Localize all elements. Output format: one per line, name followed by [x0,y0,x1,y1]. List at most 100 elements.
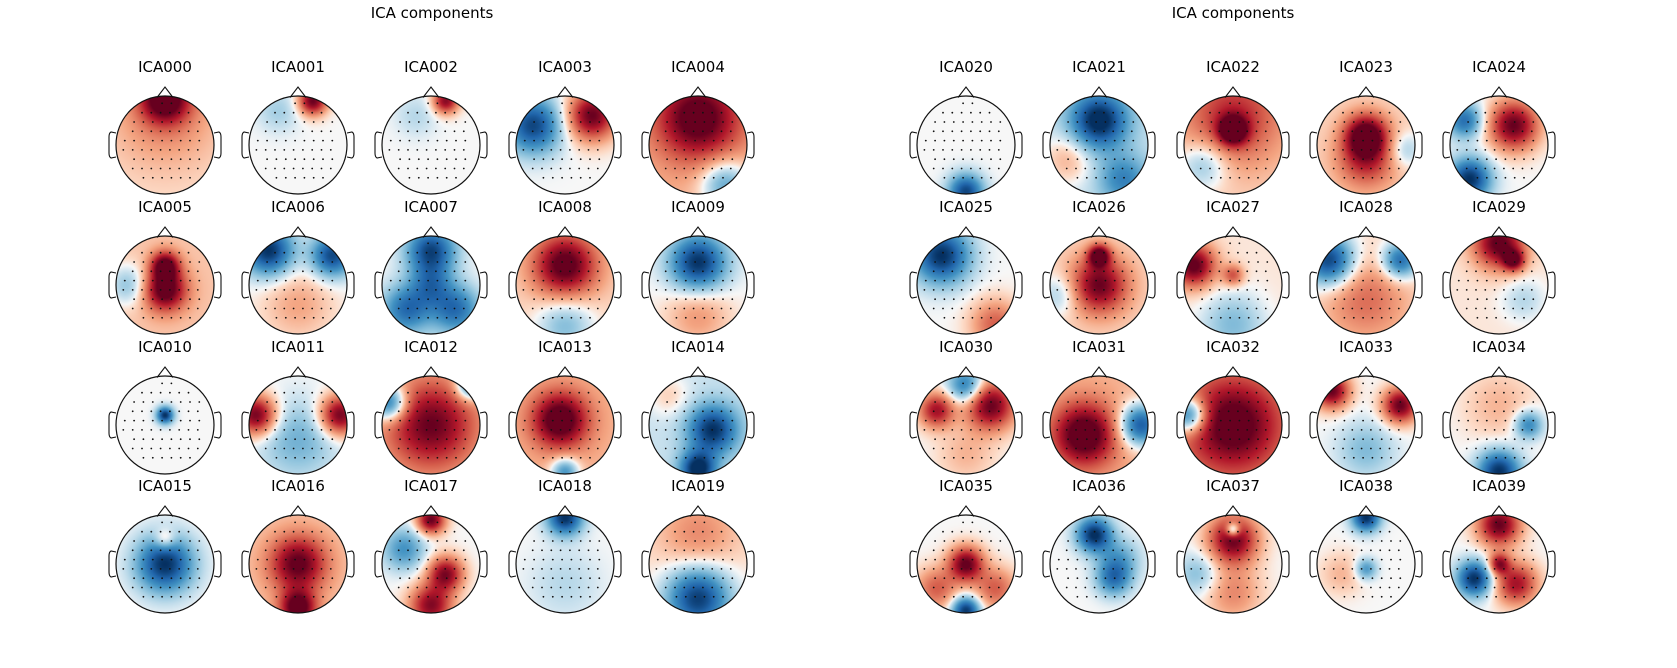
sensor-dot [1123,540,1125,542]
sensor-dot [1504,158,1507,161]
sensor-dot [1229,401,1231,403]
sensor-dot [1132,558,1135,561]
sensor-dot [198,401,201,403]
sensor-dot [711,391,714,394]
head-outline [1316,95,1416,195]
sensor-dot [331,279,334,282]
sensor-dot [294,456,296,459]
sensor-dot [1246,429,1249,431]
sensor-dot [1191,139,1194,142]
sensor-dots [1056,242,1135,319]
sensor-dot [198,139,201,142]
topomap-label: ICA027 [1206,198,1260,216]
sensor-dot [407,251,409,254]
sensor-dot [170,279,173,282]
sensor-dot [436,261,439,263]
sensor-dot [561,316,563,319]
sensor-dot [397,307,400,310]
sensor-dot [551,419,554,422]
sensor-dot [674,130,676,133]
sensor-dot [542,298,545,301]
sensor-dot [1237,530,1239,533]
nose-marker [556,505,574,517]
sensor-dot [141,167,143,170]
topomap-label: ICA024 [1472,58,1526,76]
sensor-dots [122,102,201,179]
sensor-dot [464,121,467,123]
sensor-dot [951,270,954,273]
sensor-dot [322,121,324,123]
sensor-dot [731,558,734,561]
sensor-dot [1397,447,1400,450]
sensor-dot [1227,530,1230,533]
sensor-dot [417,298,420,301]
sensor-dot [523,419,526,422]
sensor-dot [729,586,732,589]
sensor-dot [988,549,991,552]
sensor-dot [1342,307,1344,310]
sensor-dot [934,121,936,123]
scalp-heatmap [249,515,347,613]
sensor-dot [198,558,201,561]
sensor-dot [579,577,582,580]
sensor-dot [561,401,563,403]
sensor-dot [133,261,136,263]
sensor-dot [445,438,448,441]
sensor-dot [1485,279,1488,282]
sensor-dot [1229,242,1231,245]
sensor-dot [711,307,714,310]
sensor-dot [587,167,590,170]
sensor-dot [692,447,695,450]
nose-marker [156,86,174,98]
sensor-dot [578,391,581,394]
sensor-dot [924,279,927,282]
sensor-dot [1209,549,1211,552]
sensor-dot [1495,261,1497,263]
sensor-dot [303,298,306,301]
sensor-dot [729,130,732,133]
sensor-dot [1332,307,1335,310]
sensor-dot [589,158,591,161]
sensor-dot [1266,558,1269,561]
sensor-dot [407,111,409,114]
sensor-dot [1093,130,1096,133]
sensor-dot [1103,549,1105,552]
sensor-dot [1093,289,1096,291]
topomap-label: ICA002 [404,58,458,76]
sensor-dot [141,270,143,273]
sensor-dot [150,568,153,570]
sensor-dot [1209,289,1211,291]
topomap-label: ICA038 [1339,477,1393,495]
topomap-ica007: ICA007 [374,198,488,335]
sensor-dot [579,176,582,179]
head-outline [381,95,481,195]
sensor-dot [1334,298,1336,301]
sensor-dot [331,121,334,123]
sensor-dot [1065,167,1068,170]
sensor-dot [684,595,687,598]
sensor-dot [1397,167,1400,170]
sensor-dot [1485,298,1488,301]
sensor-dot [284,139,287,142]
sensor-dot [683,586,686,589]
sensor-dot [960,307,963,310]
sensor-dot [1121,307,1124,310]
sensor-dot [559,111,562,114]
sensor-dot [1113,456,1116,459]
sensor-dot [170,438,173,441]
sensor-dot [141,429,143,431]
sensor-dot [1210,158,1213,161]
sensor-dot [990,139,992,142]
sensor-dot [311,149,314,151]
sensor-dot [1495,316,1497,319]
sensor-dot [1132,419,1135,422]
sensor-dot [462,130,465,133]
sensor-dot [320,586,323,589]
sensor-dot [1113,595,1116,598]
sensor-dot [990,316,992,319]
sensor-dot [169,549,171,552]
sensor-dot [389,419,392,422]
sensor-dot [311,530,314,533]
sensor-dot [320,447,323,450]
sensor-dot [187,586,190,589]
